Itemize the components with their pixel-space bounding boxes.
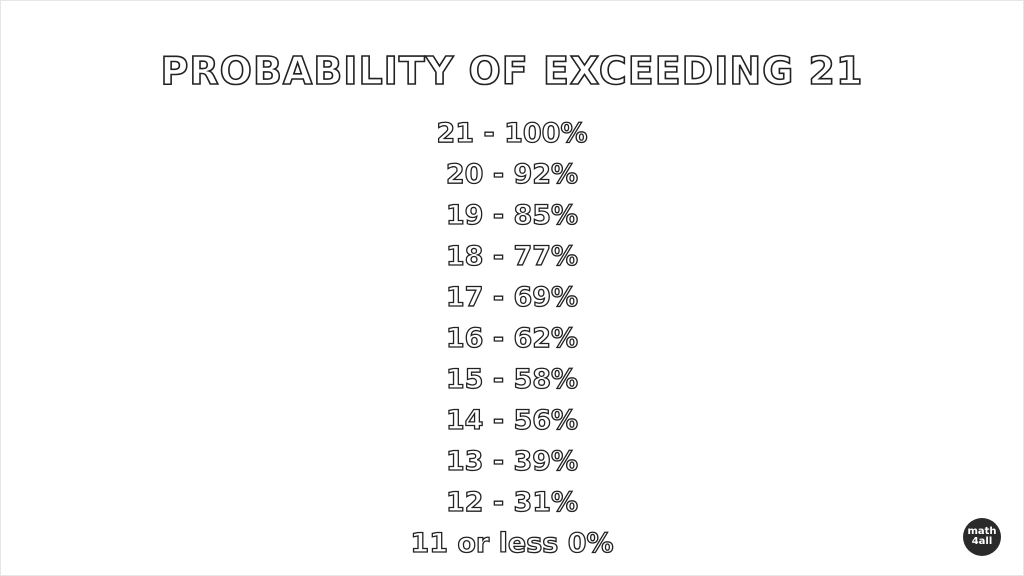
logo-text: 4all — [971, 536, 993, 547]
logo-text: math — [967, 526, 997, 537]
probability-line: 18 - 77% — [445, 240, 579, 272]
probability-line: 17 - 69% — [445, 281, 579, 313]
probability-line: 20 - 92% — [445, 158, 579, 190]
probability-line: 21 - 100% — [436, 117, 588, 149]
probability-line: 14 - 56% — [445, 404, 579, 436]
probability-line: 12 - 31% — [445, 486, 579, 518]
probability-line: 11 or less 0% — [410, 527, 614, 559]
probability-line: 13 - 39% — [445, 445, 579, 477]
probability-list: 21 - 100% 20 - 92% 19 - 85% 18 - 77% 17 - 69… — [1, 113, 1023, 564]
slide-title: PROBABILITY OF EXCEEDING 21 — [160, 48, 864, 94]
probability-line: 19 - 85% — [445, 199, 579, 231]
probability-line: 15 - 58% — [445, 363, 579, 395]
probability-line: 16 - 62% — [445, 322, 579, 354]
logo: math 4all — [963, 518, 1001, 556]
